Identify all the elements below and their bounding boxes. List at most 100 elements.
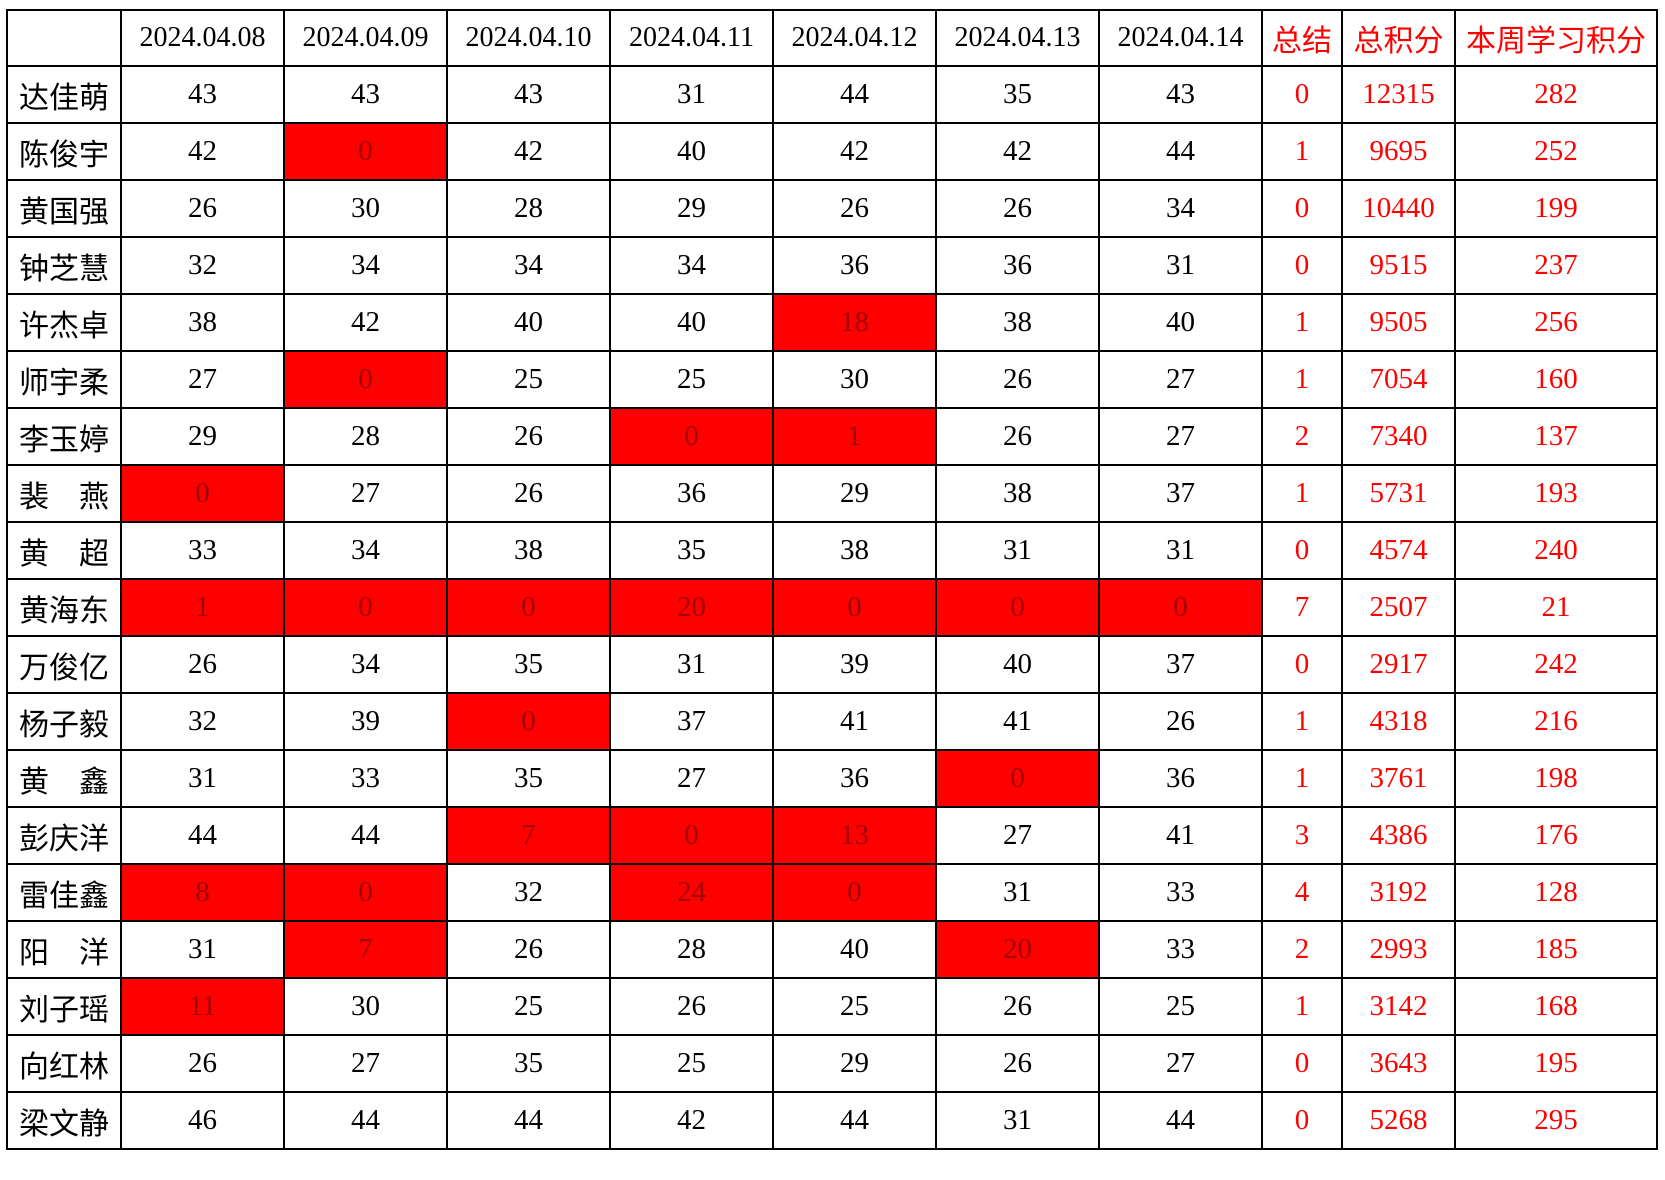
week-cell[interactable]: 295 xyxy=(1454,1091,1658,1150)
score-cell[interactable]: 31 xyxy=(120,749,285,808)
summary-header-cell[interactable]: 总结 xyxy=(1261,9,1343,67)
score-cell[interactable]: 40 xyxy=(609,122,774,181)
week-cell[interactable]: 185 xyxy=(1454,920,1658,979)
score-cell[interactable]: 44 xyxy=(120,806,285,865)
score-cell[interactable]: 44 xyxy=(283,1091,448,1150)
total-cell[interactable]: 2507 xyxy=(1341,578,1456,637)
total-cell[interactable]: 2993 xyxy=(1341,920,1456,979)
score-cell[interactable]: 25 xyxy=(1098,977,1263,1036)
score-cell[interactable]: 26 xyxy=(446,920,611,979)
total-cell[interactable]: 4318 xyxy=(1341,692,1456,751)
score-cell[interactable]: 36 xyxy=(772,749,937,808)
score-cell[interactable]: 26 xyxy=(935,977,1100,1036)
score-cell[interactable]: 42 xyxy=(609,1091,774,1150)
score-cell[interactable]: 44 xyxy=(772,65,937,124)
score-cell[interactable]: 0 xyxy=(283,578,448,637)
summary-cell[interactable]: 3 xyxy=(1261,806,1343,865)
score-cell[interactable]: 35 xyxy=(446,749,611,808)
score-cell[interactable]: 0 xyxy=(283,122,448,181)
summary-cell[interactable]: 1 xyxy=(1261,749,1343,808)
score-cell[interactable]: 42 xyxy=(446,122,611,181)
score-cell[interactable]: 27 xyxy=(1098,407,1263,466)
score-cell[interactable]: 36 xyxy=(1098,749,1263,808)
week-cell[interactable]: 198 xyxy=(1454,749,1658,808)
total-cell[interactable]: 5731 xyxy=(1341,464,1456,523)
score-cell[interactable]: 40 xyxy=(1098,293,1263,352)
week-cell[interactable]: 128 xyxy=(1454,863,1658,922)
name-cell[interactable]: 向红林 xyxy=(6,1034,122,1093)
score-cell[interactable]: 40 xyxy=(935,635,1100,694)
score-cell[interactable]: 31 xyxy=(609,635,774,694)
score-cell[interactable]: 0 xyxy=(446,578,611,637)
score-cell[interactable]: 7 xyxy=(283,920,448,979)
total-cell[interactable]: 9695 xyxy=(1341,122,1456,181)
score-cell[interactable]: 38 xyxy=(935,293,1100,352)
score-cell[interactable]: 42 xyxy=(935,122,1100,181)
corner-cell[interactable] xyxy=(6,9,122,67)
score-cell[interactable]: 26 xyxy=(935,1034,1100,1093)
score-cell[interactable]: 26 xyxy=(609,977,774,1036)
score-cell[interactable]: 0 xyxy=(772,578,937,637)
name-cell[interactable]: 梁文静 xyxy=(6,1091,122,1150)
score-cell[interactable]: 29 xyxy=(772,464,937,523)
score-cell[interactable]: 27 xyxy=(935,806,1100,865)
score-cell[interactable]: 40 xyxy=(446,293,611,352)
week-cell[interactable]: 137 xyxy=(1454,407,1658,466)
score-cell[interactable]: 43 xyxy=(446,65,611,124)
score-cell[interactable]: 34 xyxy=(446,236,611,295)
score-cell[interactable]: 31 xyxy=(1098,236,1263,295)
score-cell[interactable]: 35 xyxy=(446,635,611,694)
date-header-cell[interactable]: 2024.04.12 xyxy=(772,9,937,67)
name-cell[interactable]: 雷佳鑫 xyxy=(6,863,122,922)
score-cell[interactable]: 41 xyxy=(772,692,937,751)
score-cell[interactable]: 33 xyxy=(1098,920,1263,979)
score-cell[interactable]: 31 xyxy=(935,863,1100,922)
score-cell[interactable]: 26 xyxy=(935,179,1100,238)
summary-cell[interactable]: 1 xyxy=(1261,977,1343,1036)
score-cell[interactable]: 34 xyxy=(609,236,774,295)
total-cell[interactable]: 4574 xyxy=(1341,521,1456,580)
score-cell[interactable]: 18 xyxy=(772,293,937,352)
score-cell[interactable]: 43 xyxy=(1098,65,1263,124)
score-cell[interactable]: 27 xyxy=(283,1034,448,1093)
total-cell[interactable]: 9515 xyxy=(1341,236,1456,295)
date-header-cell[interactable]: 2024.04.13 xyxy=(935,9,1100,67)
name-cell[interactable]: 黄海东 xyxy=(6,578,122,637)
name-cell[interactable]: 许杰卓 xyxy=(6,293,122,352)
summary-cell[interactable]: 0 xyxy=(1261,1034,1343,1093)
score-cell[interactable]: 29 xyxy=(120,407,285,466)
total-cell[interactable]: 9505 xyxy=(1341,293,1456,352)
summary-cell[interactable]: 0 xyxy=(1261,1091,1343,1150)
score-cell[interactable]: 27 xyxy=(1098,1034,1263,1093)
score-cell[interactable]: 26 xyxy=(446,464,611,523)
name-cell[interactable]: 陈俊宇 xyxy=(6,122,122,181)
week-cell[interactable]: 242 xyxy=(1454,635,1658,694)
score-cell[interactable]: 44 xyxy=(283,806,448,865)
score-cell[interactable]: 37 xyxy=(1098,464,1263,523)
summary-cell[interactable]: 2 xyxy=(1261,407,1343,466)
week-cell[interactable]: 256 xyxy=(1454,293,1658,352)
score-cell[interactable]: 34 xyxy=(1098,179,1263,238)
score-cell[interactable]: 44 xyxy=(1098,122,1263,181)
score-cell[interactable]: 0 xyxy=(609,407,774,466)
summary-cell[interactable]: 7 xyxy=(1261,578,1343,637)
score-cell[interactable]: 1 xyxy=(772,407,937,466)
score-cell[interactable]: 36 xyxy=(609,464,774,523)
score-cell[interactable]: 36 xyxy=(935,236,1100,295)
total-cell[interactable]: 2917 xyxy=(1341,635,1456,694)
name-cell[interactable]: 杨子毅 xyxy=(6,692,122,751)
week-cell[interactable]: 237 xyxy=(1454,236,1658,295)
score-cell[interactable]: 29 xyxy=(609,179,774,238)
score-cell[interactable]: 39 xyxy=(772,635,937,694)
score-cell[interactable]: 30 xyxy=(283,977,448,1036)
score-cell[interactable]: 0 xyxy=(935,749,1100,808)
week-cell[interactable]: 195 xyxy=(1454,1034,1658,1093)
score-cell[interactable]: 25 xyxy=(446,977,611,1036)
score-cell[interactable]: 11 xyxy=(120,977,285,1036)
name-cell[interactable]: 裴 燕 xyxy=(6,464,122,523)
score-cell[interactable]: 0 xyxy=(935,578,1100,637)
score-cell[interactable]: 35 xyxy=(446,1034,611,1093)
name-cell[interactable]: 黄 超 xyxy=(6,521,122,580)
score-cell[interactable]: 34 xyxy=(283,521,448,580)
score-cell[interactable]: 0 xyxy=(772,863,937,922)
